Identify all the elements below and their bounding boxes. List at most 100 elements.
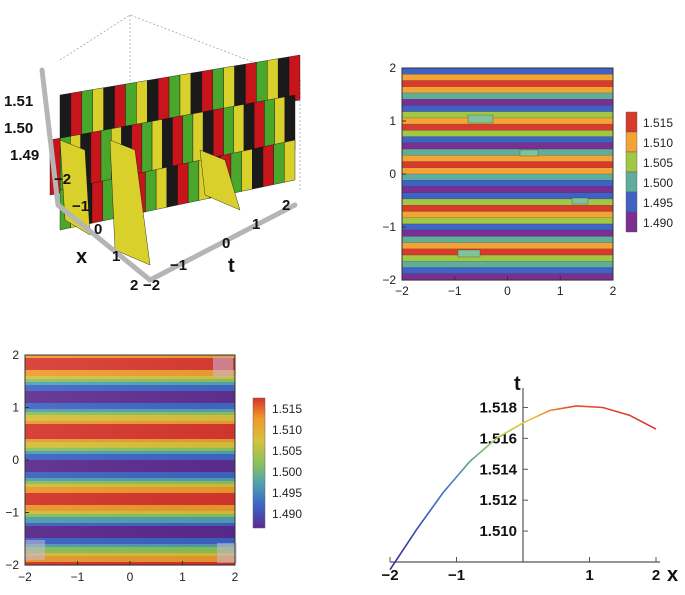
- surface-strip: [102, 178, 114, 222]
- heatmap-corner-artifact: [213, 357, 233, 377]
- line-x-axis-label: x: [667, 564, 678, 586]
- heatmap-y-tick-label: 1: [12, 401, 19, 415]
- heatmap-legend-label: 1.515: [272, 402, 302, 416]
- contour-band: [402, 149, 613, 156]
- contour-legend-label: 1.515: [643, 116, 673, 130]
- contour-legend-label: 1.500: [643, 176, 673, 190]
- surface-strip: [262, 144, 274, 188]
- surface-strip: [145, 169, 157, 213]
- heatmap-x-tick-label: 1: [179, 570, 186, 584]
- heatmap-x-tick-label: 2: [232, 570, 239, 584]
- line-x-tick-label: 1: [585, 567, 593, 584]
- contour-island: [571, 197, 589, 205]
- x-tick-label: −2: [54, 171, 71, 188]
- contour-island: [467, 114, 494, 124]
- heatmap-shading: [25, 355, 235, 565]
- surface-strip: [245, 62, 257, 110]
- heatmap-plot-area: [25, 355, 237, 566]
- surface-strip: [241, 148, 253, 192]
- z-tick-label: 1.49: [10, 147, 39, 164]
- line-series-path: [389, 405, 657, 571]
- contour-x-tick-label: 1: [557, 284, 564, 298]
- contour-band: [402, 198, 613, 206]
- x-tick-label: 0: [94, 221, 102, 238]
- t-tick-label: 0: [222, 235, 230, 252]
- t-tick-label: 2: [282, 197, 290, 214]
- contour-legend-swatch: [625, 151, 638, 173]
- surface-strip: [234, 63, 246, 112]
- contour-band: [402, 223, 613, 231]
- contour-band: [402, 261, 613, 269]
- surface-strip: [114, 83, 126, 132]
- t-tick-label: 1: [252, 216, 260, 233]
- contour-band: [402, 130, 613, 138]
- surface-strip: [147, 78, 159, 126]
- contour-band: [402, 86, 613, 94]
- t-axis-label: t: [228, 255, 235, 277]
- surface-strip: [223, 65, 235, 113]
- x-tick-label: −1: [72, 198, 89, 215]
- line-x-tick-label: −1: [448, 567, 465, 584]
- surface-strip: [136, 80, 148, 128]
- contour-legend-label: 1.490: [643, 216, 673, 230]
- contour-y-tick-label: 0: [389, 167, 396, 181]
- contour-island: [457, 249, 481, 258]
- surface-strip: [90, 130, 102, 188]
- line-y-axis-label: t: [514, 373, 521, 395]
- line-plot-area: −2 −1 1 2 1.510 1.512 1.514 1.516 1.518: [381, 388, 660, 584]
- line-y-tick-label: 1.510: [479, 523, 517, 540]
- heatmap-panel: −2 −1 0 1 2 −2 −1 0 1 2 1.515 1.510 1.505 1.500 1.495…: [5, 348, 302, 584]
- line-y-tick-label: 1.512: [479, 492, 517, 509]
- surface-strip: [177, 162, 189, 206]
- contour-x-tick-label: 2: [610, 284, 617, 298]
- surface-strip: [166, 164, 178, 208]
- surface-strip: [288, 54, 301, 103]
- heatmap-x-tick-label: 0: [127, 570, 134, 584]
- surface-strip: [92, 87, 104, 135]
- contour-legend-swatch: [625, 131, 638, 153]
- contour-x-tick-label: −2: [395, 284, 409, 298]
- surface3d-frame: [39, 67, 298, 283]
- contour-band: [402, 174, 613, 181]
- heatmap-y-tick-label: −2: [5, 558, 19, 572]
- surface3d-panel: 1.51 1.50 1.49 −2 −1 0 1 2 x −2 −1 0 1 2…: [4, 14, 301, 294]
- surface-strip: [190, 71, 203, 119]
- heatmap-legend-labels: 1.515 1.510 1.505 1.500 1.495 1.490: [272, 402, 302, 521]
- heatmap-y-tick-label: 0: [12, 453, 19, 467]
- surface-strip: [187, 160, 200, 203]
- contour-legend-swatch: [625, 191, 638, 213]
- contour-band: [402, 248, 613, 256]
- surface-strip: [59, 92, 72, 141]
- heatmap-legend-label: 1.505: [272, 444, 302, 458]
- surface-strip: [179, 72, 192, 121]
- contour-band: [402, 105, 613, 113]
- heatmap-legend-label: 1.490: [272, 507, 302, 521]
- contour-band: [402, 217, 613, 225]
- contour-legend-label: 1.505: [643, 156, 673, 170]
- surface-strip: [81, 89, 93, 137]
- contour-band: [402, 155, 613, 163]
- contour-band: [402, 68, 613, 75]
- contour-y-tick-label: −1: [382, 220, 396, 234]
- surface-strip: [162, 117, 173, 175]
- contour-y-tick-label: 2: [389, 61, 396, 75]
- surface-strip: [141, 121, 153, 179]
- contour-x-tick-label: −1: [448, 284, 462, 298]
- x-axis-label: x: [76, 246, 87, 268]
- heatmap-x-tick-label: −2: [18, 570, 32, 584]
- surface-strip: [172, 115, 183, 173]
- contour-panel: −2 −1 0 1 2 −2 −1 0 1 2 1.515 1.510 1.505 1.500 1.495…: [382, 61, 673, 298]
- line-y-tick-label: 1.518: [479, 399, 517, 416]
- surface-strip: [151, 119, 163, 177]
- contour-legend-label: 1.495: [643, 196, 673, 210]
- surface-strip: [273, 142, 285, 185]
- line-y-tick-label: 1.516: [479, 430, 517, 447]
- contour-band: [402, 74, 613, 82]
- surface-strip: [201, 69, 213, 117]
- contour-band: [402, 142, 613, 150]
- contour-band: [402, 180, 613, 188]
- heatmap-y-tick-label: 2: [12, 348, 19, 362]
- surface-fold: [199, 149, 241, 211]
- line-x-tick-label: −2: [381, 567, 398, 584]
